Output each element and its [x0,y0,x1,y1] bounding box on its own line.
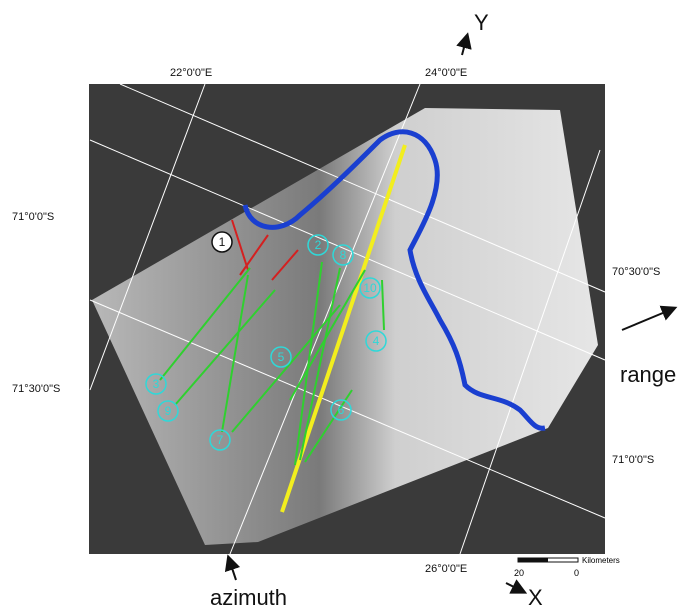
lat-label: 70°30'0"S [612,266,660,278]
lon-label: 22°0'0"E [170,67,212,79]
azimuth-label: azimuth [210,585,287,610]
profile-number: 3 [153,377,160,391]
scale-bar: Kilometers 20 0 [514,556,620,578]
profile-number: 9 [165,404,172,418]
y-label: Y [474,10,489,35]
profile-number: 8 [340,248,347,262]
profile-number: 5 [278,350,285,364]
lon-label: 24°0'0"E [425,67,467,79]
scale-label: 0 [574,568,579,578]
x-arrow [506,583,520,590]
range-label: range [620,362,676,387]
azimuth-arrow [230,562,236,580]
lat-label: 71°30'0"S [12,383,60,395]
profile-number: 4 [373,334,380,348]
lat-label: 71°0'0"S [612,454,654,466]
x-label: X [528,585,543,610]
scale-unit: Kilometers [582,556,620,565]
lon-label: 26°0'0"E [425,563,467,575]
lat-label: 71°0'0"S [12,211,54,223]
profile-number: 10 [363,281,377,295]
profile-number: 7 [217,433,224,447]
scale-label: 20 [514,568,524,578]
range-arrow [622,310,670,330]
profile-number: 6 [338,403,345,417]
y-arrow [462,40,466,55]
profile-number: 2 [315,238,322,252]
profile-number: 1 [219,235,226,249]
map: 1 2 3 4 5 6 7 8 9 10 22°0'0"E 24°0'0"E 26°0'0"E 7… [0,0,700,611]
